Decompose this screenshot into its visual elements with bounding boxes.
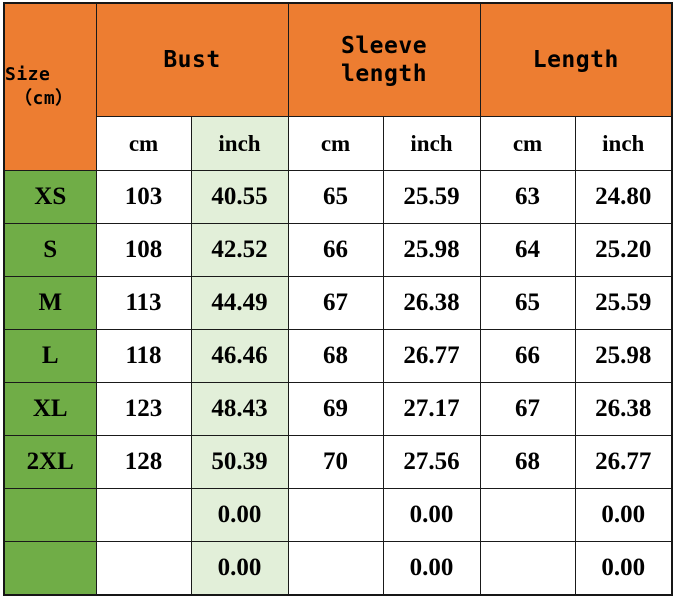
header-size-corner: Size （cm） xyxy=(3,2,97,171)
cell-bust-cm: 128 xyxy=(95,435,192,489)
cell-bust-inch: 42.52 xyxy=(190,223,289,277)
table-row: L 118 46.46 68 26.77 66 25.98 xyxy=(3,329,673,383)
cell-length-inch: 0.00 xyxy=(574,488,673,542)
cell-length-cm: 63 xyxy=(479,170,576,224)
cell-bust-cm: 103 xyxy=(95,170,192,224)
cell-bust-inch: 48.43 xyxy=(190,382,289,436)
cell-sleeve-inch: 26.38 xyxy=(382,276,481,330)
cell-bust-cm xyxy=(95,541,192,596)
cell-sleeve-cm xyxy=(287,541,384,596)
cell-bust-cm: 118 xyxy=(95,329,192,383)
cell-sleeve-inch: 27.17 xyxy=(382,382,481,436)
header-unit-length-inch: inch xyxy=(574,116,673,171)
cell-sleeve-inch: 26.77 xyxy=(382,329,481,383)
header-unit-length-cm: cm xyxy=(479,116,576,171)
cell-bust-inch: 0.00 xyxy=(190,541,289,596)
cell-length-inch: 25.59 xyxy=(574,276,673,330)
cell-length-inch: 26.38 xyxy=(574,382,673,436)
cell-bust-inch: 44.49 xyxy=(190,276,289,330)
cell-length-inch: 25.20 xyxy=(574,223,673,277)
table-row: 2XL 128 50.39 70 27.56 68 26.77 xyxy=(3,435,673,489)
header-group-sleeve-length: Sleeve length xyxy=(287,2,481,117)
size-label: 2XL xyxy=(3,435,97,489)
cell-sleeve-cm xyxy=(287,488,384,542)
cell-length-inch: 26.77 xyxy=(574,435,673,489)
cell-length-inch: 0.00 xyxy=(574,541,673,596)
cell-bust-inch: 40.55 xyxy=(190,170,289,224)
table-row: XS 103 40.55 65 25.59 63 24.80 xyxy=(3,170,673,224)
cell-sleeve-cm: 70 xyxy=(287,435,384,489)
size-label: L xyxy=(3,329,97,383)
header-group-length: Length xyxy=(479,2,673,117)
cell-sleeve-cm: 65 xyxy=(287,170,384,224)
header-size-line1: Size xyxy=(5,63,51,85)
header-sleeve-line2: length xyxy=(340,61,428,87)
cell-length-cm: 67 xyxy=(479,382,576,436)
cell-sleeve-inch: 0.00 xyxy=(382,541,481,596)
cell-sleeve-cm: 68 xyxy=(287,329,384,383)
table-row: 0.00 0.00 0.00 xyxy=(3,541,673,596)
size-label: XL xyxy=(3,382,97,436)
table-row: S 108 42.52 66 25.98 64 25.20 xyxy=(3,223,673,277)
cell-length-cm: 68 xyxy=(479,435,576,489)
size-chart-table: Size （cm） Bust Sleeve length Length cm i… xyxy=(3,2,673,596)
header-group-row: Size （cm） Bust Sleeve length Length xyxy=(3,2,673,171)
size-label: XS xyxy=(3,170,97,224)
cell-sleeve-cm: 67 xyxy=(287,276,384,330)
size-label: M xyxy=(3,276,97,330)
header-unit-row: cm inch cm inch cm inch xyxy=(4,116,673,171)
cell-length-cm: 64 xyxy=(479,223,576,277)
cell-length-inch: 25.98 xyxy=(574,329,673,383)
cell-length-cm: 66 xyxy=(479,329,576,383)
cell-sleeve-inch: 0.00 xyxy=(382,488,481,542)
cell-bust-cm xyxy=(95,488,192,542)
table-row: XL 123 48.43 69 27.17 67 26.38 xyxy=(3,382,673,436)
cell-bust-cm: 108 xyxy=(95,223,192,277)
cell-sleeve-cm: 69 xyxy=(287,382,384,436)
cell-bust-inch: 0.00 xyxy=(190,488,289,542)
header-sleeve-line1: Sleeve xyxy=(340,32,428,59)
cell-length-cm: 65 xyxy=(479,276,576,330)
cell-length-cm xyxy=(479,488,576,542)
table-row: 0.00 0.00 0.00 xyxy=(3,488,673,542)
size-label xyxy=(3,541,97,596)
cell-bust-cm: 123 xyxy=(95,382,192,436)
header-unit-bust-cm: cm xyxy=(95,116,192,171)
header-unit-sleeve-cm: cm xyxy=(287,116,384,171)
size-label: S xyxy=(3,223,97,277)
header-group-bust: Bust xyxy=(95,2,289,117)
header-size-line2: （cm） xyxy=(14,88,74,109)
cell-length-cm xyxy=(479,541,576,596)
cell-bust-cm: 113 xyxy=(95,276,192,330)
cell-bust-inch: 50.39 xyxy=(190,435,289,489)
cell-bust-inch: 46.46 xyxy=(190,329,289,383)
cell-sleeve-inch: 25.98 xyxy=(382,223,481,277)
header-unit-sleeve-inch: inch xyxy=(382,116,481,171)
size-chart-container: Size （cm） Bust Sleeve length Length cm i… xyxy=(3,2,673,596)
size-label xyxy=(3,488,97,542)
cell-sleeve-cm: 66 xyxy=(287,223,384,277)
cell-sleeve-inch: 27.56 xyxy=(382,435,481,489)
table-row: M 113 44.49 67 26.38 65 25.59 xyxy=(3,276,673,330)
cell-sleeve-inch: 25.59 xyxy=(382,170,481,224)
header-unit-bust-inch: inch xyxy=(190,116,289,171)
cell-length-inch: 24.80 xyxy=(574,170,673,224)
